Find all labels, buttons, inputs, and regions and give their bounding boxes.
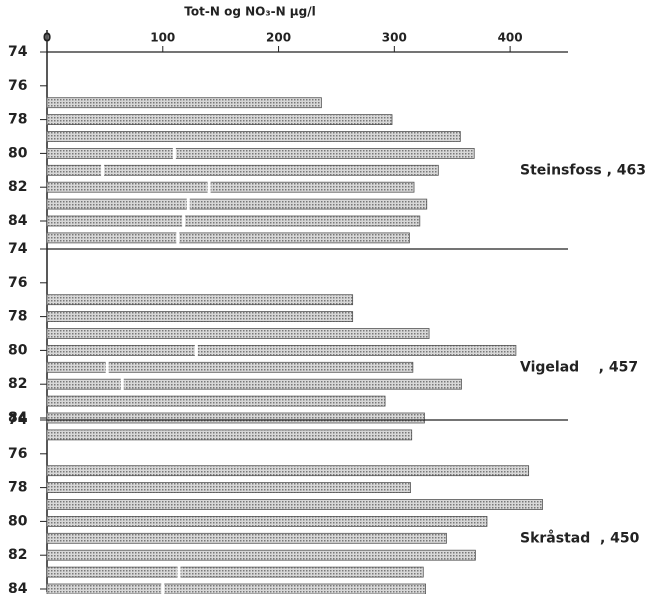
y-tick-label: 84 [8, 410, 28, 426]
station-label: Vigelad , 457 [520, 359, 638, 375]
bar [46, 328, 430, 339]
y-tick-label: 82 [8, 179, 27, 195]
bar [46, 131, 461, 142]
bar [46, 344, 517, 356]
chart-title: Tot-N og NO₃-N µg/l [184, 5, 315, 19]
y-tick-label: 84 [8, 581, 28, 594]
no3-mark [177, 566, 181, 579]
bar [46, 97, 322, 109]
y-tick-label: 74 [8, 241, 28, 257]
station-label: Steinsfoss , 463 [520, 162, 646, 178]
bar [46, 549, 476, 561]
x-tick-label: 400 [498, 31, 523, 45]
y-tick-label: 80 [8, 145, 28, 161]
bar [46, 164, 439, 176]
no3-mark [105, 361, 109, 374]
bar [46, 516, 488, 527]
y-tick-label: 84 [8, 213, 28, 229]
bar [46, 482, 411, 494]
bar [46, 465, 530, 477]
x-tick-label: 200 [266, 31, 291, 45]
bar [46, 294, 354, 306]
y-tick-label: 80 [8, 513, 28, 529]
no3-mark [172, 147, 176, 160]
bar [46, 311, 354, 323]
y-tick-label: 74 [8, 44, 28, 60]
y-tick-label: 76 [8, 78, 27, 94]
no3-mark [101, 164, 105, 177]
no3-mark [182, 215, 186, 227]
bar [46, 378, 462, 390]
bar [46, 499, 543, 510]
bar [46, 198, 428, 210]
x-tick-label: 0 [43, 31, 51, 45]
bar [46, 232, 410, 244]
bar [46, 147, 475, 159]
bar [46, 566, 424, 578]
bar [46, 395, 386, 407]
no3-mark [186, 198, 190, 211]
bar [46, 114, 393, 125]
no3-mark [176, 231, 180, 244]
no3-mark [120, 378, 124, 391]
bar [46, 532, 447, 544]
y-tick-label: 76 [8, 275, 27, 291]
y-tick-label: 78 [8, 480, 27, 496]
bar [46, 412, 425, 424]
y-tick-label: 76 [8, 446, 27, 462]
y-tick-label: 82 [8, 547, 27, 563]
bar [46, 429, 413, 441]
bar [46, 215, 421, 227]
no3-mark [194, 344, 198, 357]
no3-mark [161, 583, 165, 594]
y-tick-label: 78 [8, 112, 27, 128]
x-tick-label: 100 [150, 31, 175, 45]
x-tick-label: 300 [382, 31, 407, 45]
bar [46, 181, 415, 193]
bar [46, 583, 426, 594]
y-tick-label: 74 [8, 412, 28, 428]
bar [46, 361, 414, 373]
y-tick-label: 80 [8, 342, 28, 358]
y-tick-label: 82 [8, 376, 27, 392]
station-label: Skråstad , 450 [520, 529, 640, 546]
no3-mark [207, 181, 211, 194]
y-tick-label: 78 [8, 309, 27, 325]
